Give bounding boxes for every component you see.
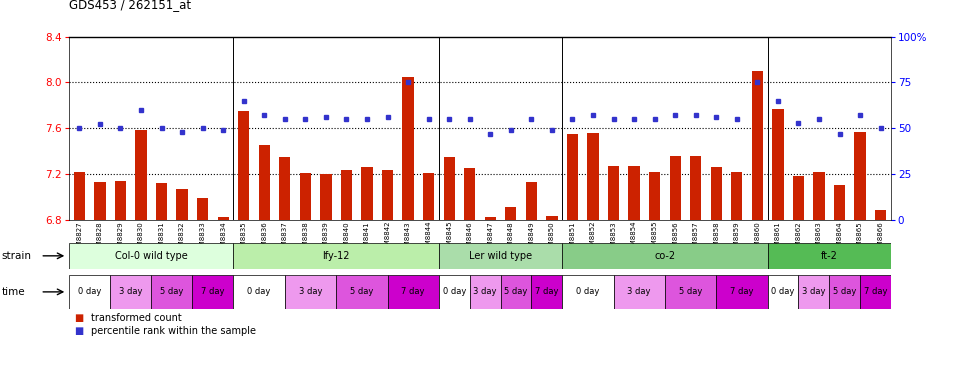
Text: transformed count: transformed count bbox=[91, 313, 182, 324]
Bar bbox=[505, 207, 516, 220]
Bar bbox=[285, 274, 336, 309]
Bar bbox=[197, 198, 208, 220]
Bar bbox=[444, 157, 455, 220]
Bar bbox=[382, 171, 394, 220]
Bar bbox=[110, 274, 152, 309]
Text: ■: ■ bbox=[74, 313, 84, 324]
Bar bbox=[233, 274, 285, 309]
Text: 5 day: 5 day bbox=[350, 287, 373, 296]
Text: GDS453 / 262151_at: GDS453 / 262151_at bbox=[69, 0, 191, 11]
Bar bbox=[752, 71, 763, 220]
Bar bbox=[469, 274, 500, 309]
Text: 0 day: 0 day bbox=[78, 287, 102, 296]
Bar bbox=[613, 274, 665, 309]
Bar bbox=[690, 156, 702, 220]
Text: ft-2: ft-2 bbox=[821, 251, 838, 261]
Text: Col-0 wild type: Col-0 wild type bbox=[115, 251, 187, 261]
Bar bbox=[233, 243, 439, 269]
Bar bbox=[500, 274, 532, 309]
Bar bbox=[402, 76, 414, 220]
Bar bbox=[69, 243, 233, 269]
Bar bbox=[813, 172, 825, 220]
Text: 7 day: 7 day bbox=[864, 287, 887, 296]
Bar bbox=[799, 274, 829, 309]
Text: 0 day: 0 day bbox=[248, 287, 271, 296]
Bar bbox=[361, 167, 372, 220]
Bar bbox=[69, 274, 110, 309]
Bar bbox=[532, 274, 563, 309]
Text: 3 day: 3 day bbox=[299, 287, 323, 296]
Bar bbox=[829, 274, 860, 309]
Text: Ler wild type: Ler wild type bbox=[469, 251, 532, 261]
Bar bbox=[566, 134, 578, 220]
Text: percentile rank within the sample: percentile rank within the sample bbox=[91, 326, 256, 336]
Bar bbox=[546, 216, 558, 220]
Text: 7 day: 7 day bbox=[401, 287, 425, 296]
Bar bbox=[588, 133, 599, 220]
Bar bbox=[710, 167, 722, 220]
Text: lfy-12: lfy-12 bbox=[323, 251, 350, 261]
Bar bbox=[238, 111, 250, 220]
Bar bbox=[300, 173, 311, 220]
Bar bbox=[258, 145, 270, 220]
Bar bbox=[115, 181, 126, 220]
Text: 0 day: 0 day bbox=[771, 287, 795, 296]
Bar bbox=[94, 182, 106, 220]
Bar bbox=[388, 274, 439, 309]
Text: 5 day: 5 day bbox=[833, 287, 856, 296]
Bar bbox=[772, 109, 783, 220]
Bar bbox=[336, 274, 388, 309]
Bar bbox=[768, 274, 799, 309]
Bar bbox=[156, 183, 167, 220]
Bar bbox=[464, 168, 475, 220]
Bar bbox=[218, 217, 228, 220]
Text: time: time bbox=[2, 287, 26, 297]
Text: 3 day: 3 day bbox=[803, 287, 826, 296]
Bar bbox=[793, 176, 804, 220]
Bar bbox=[321, 174, 331, 220]
Bar bbox=[563, 243, 768, 269]
Bar bbox=[649, 172, 660, 220]
Text: 3 day: 3 day bbox=[628, 287, 651, 296]
Bar bbox=[716, 274, 768, 309]
Bar bbox=[152, 274, 192, 309]
Text: 0 day: 0 day bbox=[443, 287, 466, 296]
Bar bbox=[279, 157, 291, 220]
Bar bbox=[192, 274, 233, 309]
Text: co-2: co-2 bbox=[655, 251, 676, 261]
Text: ■: ■ bbox=[74, 326, 84, 336]
Bar bbox=[665, 274, 716, 309]
Text: 3 day: 3 day bbox=[473, 287, 497, 296]
Text: 5 day: 5 day bbox=[504, 287, 528, 296]
Text: 7 day: 7 day bbox=[535, 287, 559, 296]
Bar bbox=[875, 210, 886, 220]
Bar bbox=[629, 166, 639, 220]
Bar bbox=[485, 217, 496, 220]
Bar bbox=[74, 172, 85, 220]
Bar bbox=[563, 274, 613, 309]
Bar bbox=[834, 185, 845, 220]
Text: 7 day: 7 day bbox=[731, 287, 754, 296]
Bar bbox=[768, 243, 891, 269]
Text: 0 day: 0 day bbox=[576, 287, 600, 296]
Bar bbox=[854, 131, 866, 220]
Bar bbox=[526, 182, 537, 220]
Bar bbox=[341, 171, 352, 220]
Bar bbox=[439, 243, 563, 269]
Text: strain: strain bbox=[2, 251, 32, 261]
Bar bbox=[669, 156, 681, 220]
Bar bbox=[177, 189, 188, 220]
Text: 7 day: 7 day bbox=[202, 287, 225, 296]
Bar bbox=[135, 130, 147, 220]
Bar bbox=[423, 173, 434, 220]
Text: 3 day: 3 day bbox=[119, 287, 142, 296]
Text: 5 day: 5 day bbox=[679, 287, 703, 296]
Text: 5 day: 5 day bbox=[160, 287, 183, 296]
Bar bbox=[860, 274, 891, 309]
Bar bbox=[439, 274, 469, 309]
Bar bbox=[608, 166, 619, 220]
Bar bbox=[732, 172, 742, 220]
